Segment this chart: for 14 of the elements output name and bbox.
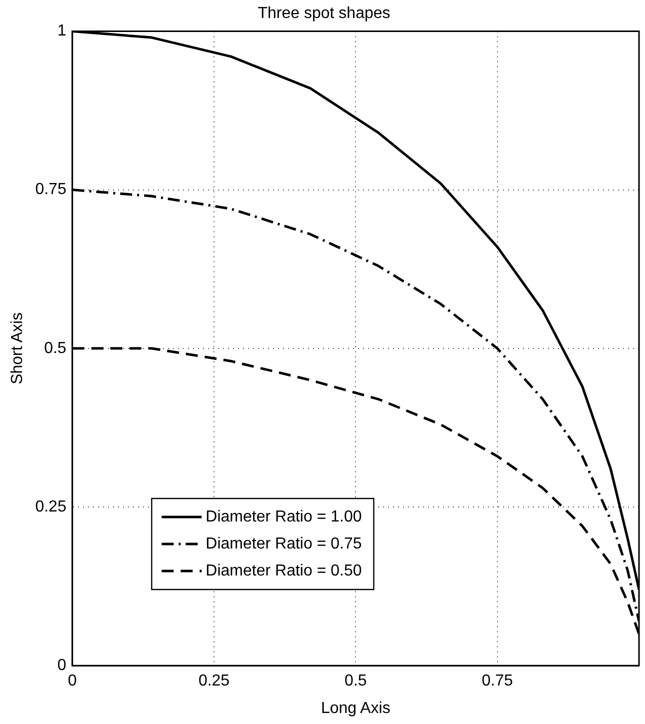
y-tick-label: 0.75	[35, 181, 66, 198]
x-tick-label: 0.75	[482, 672, 514, 690]
y-tick-label: 0.5	[44, 340, 66, 357]
y-tick-label: 0.25	[35, 498, 66, 516]
y-axis-title: Short Axis	[9, 312, 26, 384]
x-tick-label: 0.5	[344, 672, 367, 690]
x-axis-title: Long Axis	[320, 700, 390, 717]
legend-label: Diameter Ratio = 0.50	[206, 562, 362, 580]
legend-label: Diameter Ratio = 0.75	[206, 535, 362, 552]
x-tick-label: 0.25	[198, 672, 230, 690]
y-tick-label: 0	[57, 657, 66, 674]
y-tick-label: 1	[57, 22, 66, 40]
chart-title: Three spot shapes	[258, 5, 390, 22]
legend-label: Diameter Ratio = 1.00	[206, 508, 362, 526]
